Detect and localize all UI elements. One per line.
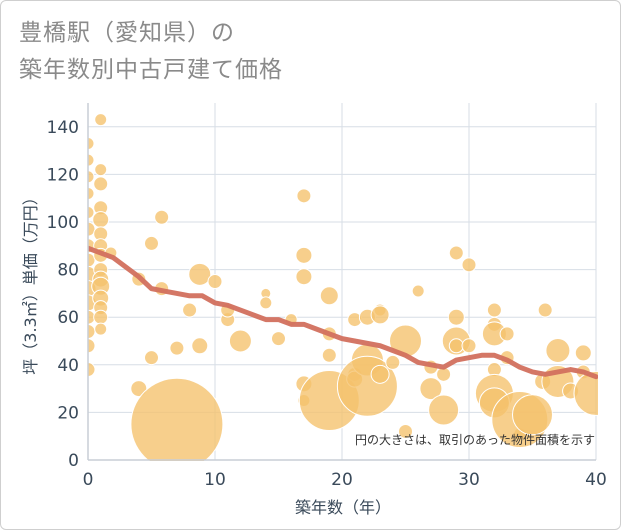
bubble-point-79 (448, 338, 464, 354)
y-tick-label-140: 140 (47, 118, 79, 138)
y-tick-label-80: 80 (57, 261, 79, 281)
y-tick-label-40: 40 (57, 356, 79, 376)
x-tick-label-30: 30 (458, 470, 480, 490)
x-axis-title: 築年数（年） (295, 498, 391, 517)
bubble-point-76 (448, 245, 464, 261)
bubble-point-45 (228, 329, 252, 353)
bubble-point-47 (259, 296, 273, 310)
bubble-point-80 (461, 257, 477, 273)
bubble-point-88 (499, 326, 515, 342)
bubble-point-41 (188, 262, 212, 286)
chart-title-line-2: 築年数別中古戸建て価格 (19, 57, 283, 83)
trend-layer (88, 245, 598, 380)
bubble-point-19 (92, 211, 110, 229)
bubble-point-95 (545, 338, 571, 364)
bubble-point-50 (296, 188, 312, 204)
y-axis-title: 坪（3.3㎡）単価（万円） (21, 189, 40, 374)
bubble-point-55 (319, 286, 339, 306)
x-tick-label-10: 10 (204, 470, 226, 490)
bubble-point-67 (370, 364, 390, 384)
y-tick-label-120: 120 (47, 165, 79, 185)
bubble-point-0 (88, 136, 95, 150)
bubble-point-68 (385, 354, 401, 370)
bubble-point-32 (130, 380, 148, 398)
x-tick-label-20: 20 (331, 470, 353, 490)
bubble-point-3 (88, 186, 95, 200)
chart-title-line-1: 豊橋駅（愛知県）の (19, 20, 235, 46)
bubble-point-28 (93, 309, 109, 325)
bubble-point-100 (573, 370, 598, 416)
bubble-point-16 (94, 163, 108, 177)
bubble-point-77 (447, 308, 465, 326)
bubble-point-33 (144, 235, 159, 251)
bubble-point-34 (144, 350, 159, 366)
y-tick-label-100: 100 (47, 213, 79, 233)
bubble-point-66 (370, 305, 390, 325)
bubble-point-57 (321, 347, 337, 363)
x-tick-label-0: 0 (83, 470, 94, 490)
x-tick-label-40: 40 (585, 470, 607, 490)
y-tick-label-0: 0 (68, 451, 79, 471)
bubble-point-38 (130, 377, 224, 461)
bubble-point-92 (512, 394, 553, 436)
bubble-point-35 (154, 209, 170, 225)
bubble-point-81 (461, 338, 477, 354)
bubble-point-98 (574, 344, 592, 362)
bubble-point-37 (169, 340, 185, 356)
bubble-point-29 (94, 322, 108, 336)
bubble-point-4 (88, 205, 95, 219)
bubble-point-39 (182, 302, 198, 318)
bubble-point-52 (295, 268, 313, 286)
bubble-point-13 (88, 338, 96, 354)
bubble-point-48 (271, 331, 286, 347)
bubble-point-70 (398, 423, 413, 439)
bubble-point-15 (94, 113, 108, 127)
size-note: 円の大きさは、取引のあった物件面積を示す (355, 432, 595, 447)
bubble-point-73 (419, 377, 443, 401)
trend-line (88, 245, 598, 380)
bubble-point-51 (295, 246, 313, 264)
y-tick-label-60: 60 (57, 308, 79, 328)
bubble-point-94 (537, 302, 553, 318)
bubble-point-2 (88, 170, 95, 184)
bubble-point-1 (88, 153, 95, 167)
bubble-point-14 (88, 362, 96, 378)
bubble-point-82 (486, 302, 502, 318)
y-tick-label-20: 20 (57, 403, 79, 423)
chart-title: 豊橋駅（愛知県）の 築年数別中古戸建て価格 (19, 15, 283, 89)
bubble-point-17 (93, 176, 109, 192)
bubble-point-75 (428, 394, 460, 426)
bubble-point-71 (411, 284, 425, 298)
tick-labels: 0 10 20 30 40 0 20 40 60 80 100 120 140 (47, 118, 607, 490)
bubble-point-42 (207, 274, 223, 289)
axes (87, 103, 596, 461)
bubble-point-40 (191, 337, 209, 355)
